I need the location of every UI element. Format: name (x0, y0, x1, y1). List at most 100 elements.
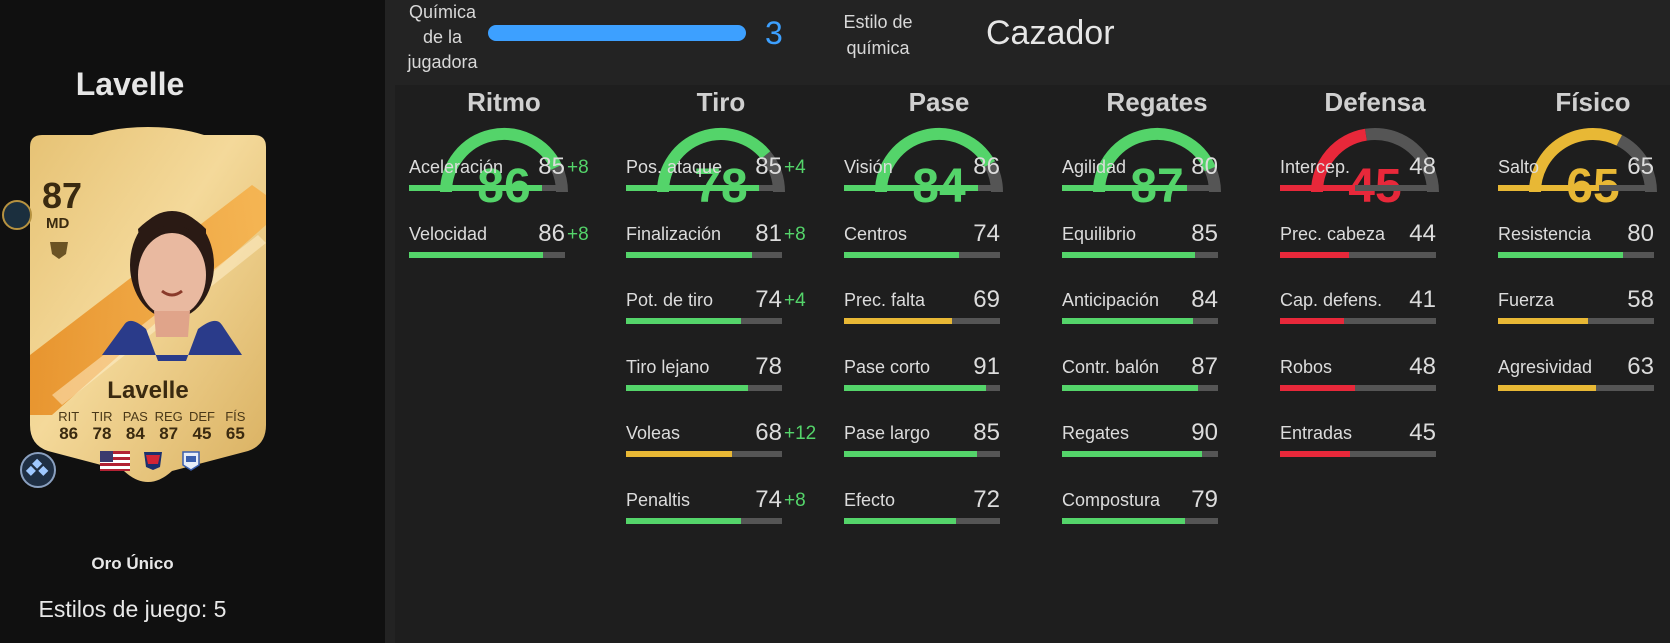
sub-attribute-row: Pase largo 85 (844, 419, 1014, 473)
attribute-column-defensa: Defensa 45 Intercep. 48 Prec. cabeza 44 Cap. d… (1266, 85, 1484, 643)
sub-attribute-bar-fill (1280, 185, 1355, 191)
attribute-gauge (1311, 128, 1439, 193)
sub-attribute-bar (844, 451, 1000, 457)
sub-attribute-value: 85 (538, 153, 565, 180)
attribute-column-ritmo: Ritmo 86 Aceleración 85 +8 Velocidad 86 +8 (395, 85, 613, 643)
card-position: MD (46, 215, 70, 232)
sub-attribute-bar (844, 318, 1000, 324)
sub-attribute-row: Regates 90 (1062, 419, 1232, 473)
sub-attribute-bar (1498, 385, 1654, 391)
sub-attribute-bar-fill (1062, 318, 1194, 324)
sub-attribute-bar (1280, 185, 1436, 191)
sub-attribute-value: 48 (1409, 153, 1436, 180)
sub-attribute-value: 80 (1191, 153, 1218, 180)
sub-attribute-bar (1498, 318, 1654, 324)
sub-attribute-name: Anticipación (1062, 290, 1160, 310)
sub-attribute-value: 48 (1409, 353, 1436, 380)
sub-attribute-name: Visión (844, 157, 893, 177)
sub-attribute-name: Compostura (1062, 490, 1161, 510)
sub-attribute-value: 81 (755, 220, 782, 247)
sub-attribute-bar-fill (1498, 185, 1600, 191)
sub-attribute-name: Voleas (626, 423, 681, 443)
sub-attribute-bar-fill (1280, 318, 1344, 324)
sub-attribute-name: Prec. falta (844, 290, 926, 310)
sub-attribute-bar-fill (1280, 252, 1349, 258)
sub-attribute-bar (1062, 451, 1218, 457)
sub-attribute-value: 91 (973, 353, 1000, 380)
player-card[interactable]: 87 MD Lavelle RIT TIR PAS REG DEF FÍS 86 78 84 87… (22, 125, 274, 495)
attribute-gauge (875, 128, 1003, 193)
sub-attribute-bar-fill (1062, 252, 1195, 258)
sub-attribute-row: Finalización 81 +8 (626, 220, 806, 274)
sub-attribute-row: Prec. cabeza 44 (1280, 220, 1450, 274)
sub-attribute-bar-fill (626, 185, 759, 191)
sub-attribute-bar (1280, 318, 1436, 324)
sub-attribute-value: 65 (1627, 153, 1654, 180)
sub-attribute-bar (844, 518, 1000, 524)
card-stat-label: REG (154, 409, 183, 424)
sub-attribute-boost: +4 (784, 157, 806, 178)
playstyles-count[interactable]: Estilos de juego: 5 (38, 596, 227, 622)
sub-attribute-bar-fill (844, 318, 952, 324)
sub-attribute-value: 79 (1191, 486, 1218, 513)
sub-attribute-name: Pot. de tiro (626, 290, 714, 310)
sub-attribute-boost: +8 (567, 224, 589, 245)
league-badge-icon (138, 451, 168, 471)
chemistry-value: 3 (765, 15, 783, 51)
sub-attribute-name: Efecto (844, 490, 896, 510)
sub-attribute-name: Penaltis (626, 490, 691, 510)
card-version: Oro Único (91, 554, 174, 573)
sub-attribute-value: 44 (1409, 220, 1436, 247)
gauge-fill (440, 128, 562, 193)
sub-attribute-name: Cap. defens. (1280, 290, 1383, 310)
sub-attribute-name: Pase corto (844, 357, 931, 377)
playstyle-icon[interactable] (20, 452, 56, 488)
chemistry-style-icon (2, 200, 32, 230)
sub-attribute-row: Resistencia 80 (1498, 220, 1668, 274)
sub-attribute-bar (1280, 385, 1436, 391)
card-stats: RIT TIR PAS REG DEF FÍS 86 78 84 87 45 65 (52, 409, 252, 444)
attribute-column-físico: Físico 65 Salto 65 Resistencia 80 Fuerza 58 Agre… (1484, 85, 1670, 643)
sub-attribute-bar-fill (1062, 451, 1203, 457)
sub-attribute-row: Visión 86 (844, 153, 1014, 207)
sub-attribute-bar-fill (1280, 451, 1351, 457)
sub-attribute-boost: +12 (784, 423, 817, 444)
gauge-track (550, 164, 568, 193)
sub-attribute-row: Anticipación 84 (1062, 286, 1232, 340)
sub-attribute-row: Salto 65 (1498, 153, 1668, 207)
gauge-fill (1311, 128, 1368, 193)
card-stat-value: 65 (225, 424, 245, 443)
gauge-fill (1093, 128, 1216, 193)
sub-attribute-bar (1498, 252, 1654, 258)
sub-attribute-bar (409, 252, 565, 258)
sub-attribute-bar-fill (1062, 385, 1198, 391)
sub-attribute-name: Pos. ataque (626, 157, 723, 177)
sub-attribute-value: 45 (1409, 419, 1436, 446)
sub-attribute-name: Equilibrio (1062, 224, 1137, 244)
attribute-gauge (1093, 128, 1221, 193)
sub-attribute-name: Prec. cabeza (1280, 224, 1386, 244)
card-stat-value: 86 (59, 424, 79, 443)
sub-attribute-bar (1280, 451, 1436, 457)
sub-attribute-name: Agresividad (1498, 357, 1593, 377)
sub-attribute-bar (626, 385, 782, 391)
sub-attribute-name: Velocidad (409, 224, 488, 244)
sub-attribute-row: Agresividad 63 (1498, 353, 1668, 407)
sub-attribute-row: Pos. ataque 85 +4 (626, 153, 806, 207)
card-stat-value: 84 (125, 424, 145, 443)
gauge-track (1204, 166, 1221, 193)
sub-attribute-bar-fill (626, 252, 753, 258)
sub-attribute-row: Prec. falta 69 (844, 286, 1014, 340)
sub-attribute-boost: +8 (784, 224, 806, 245)
sub-attribute-bar (1498, 185, 1654, 191)
sub-attribute-bar (1062, 252, 1218, 258)
sub-attribute-value: 80 (1627, 220, 1654, 247)
sub-attribute-bar-fill (626, 318, 742, 324)
sub-attribute-bar (1062, 518, 1218, 524)
sub-attribute-bar-fill (1062, 518, 1186, 524)
chemistry-style-value[interactable]: Cazador (986, 14, 1115, 52)
sub-attribute-name: Tiro lejano (626, 357, 710, 377)
sub-attribute-row: Equilibrio 85 (1062, 220, 1232, 274)
role-shield-icon (50, 242, 68, 259)
sub-attribute-bar-fill (844, 252, 960, 258)
